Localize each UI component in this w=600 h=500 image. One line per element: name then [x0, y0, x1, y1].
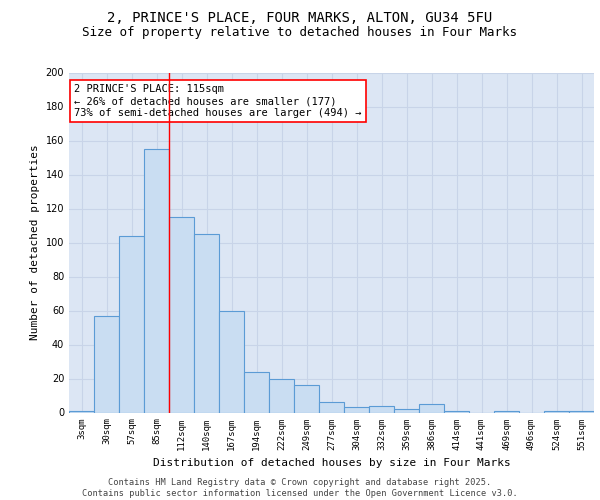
Bar	[394, 409, 419, 412]
Bar	[269, 378, 294, 412]
Bar	[219, 310, 244, 412]
Bar	[119, 236, 144, 412]
Bar	[69, 411, 94, 412]
Bar	[194, 234, 219, 412]
Bar	[169, 217, 194, 412]
Bar	[94, 316, 119, 412]
Bar	[544, 411, 569, 412]
Bar	[319, 402, 344, 412]
Bar	[144, 149, 169, 412]
Bar	[344, 408, 369, 412]
Bar	[294, 386, 319, 412]
X-axis label: Distribution of detached houses by size in Four Marks: Distribution of detached houses by size …	[152, 458, 511, 468]
Text: Size of property relative to detached houses in Four Marks: Size of property relative to detached ho…	[83, 26, 517, 39]
Bar	[369, 406, 394, 412]
Text: 2 PRINCE'S PLACE: 115sqm
← 26% of detached houses are smaller (177)
73% of semi-: 2 PRINCE'S PLACE: 115sqm ← 26% of detach…	[74, 84, 362, 117]
Y-axis label: Number of detached properties: Number of detached properties	[30, 144, 40, 340]
Bar	[494, 411, 519, 412]
Text: 2, PRINCE'S PLACE, FOUR MARKS, ALTON, GU34 5FU: 2, PRINCE'S PLACE, FOUR MARKS, ALTON, GU…	[107, 11, 493, 25]
Bar	[244, 372, 269, 412]
Bar	[444, 411, 469, 412]
Bar	[419, 404, 444, 412]
Text: Contains HM Land Registry data © Crown copyright and database right 2025.
Contai: Contains HM Land Registry data © Crown c…	[82, 478, 518, 498]
Bar	[569, 411, 594, 412]
